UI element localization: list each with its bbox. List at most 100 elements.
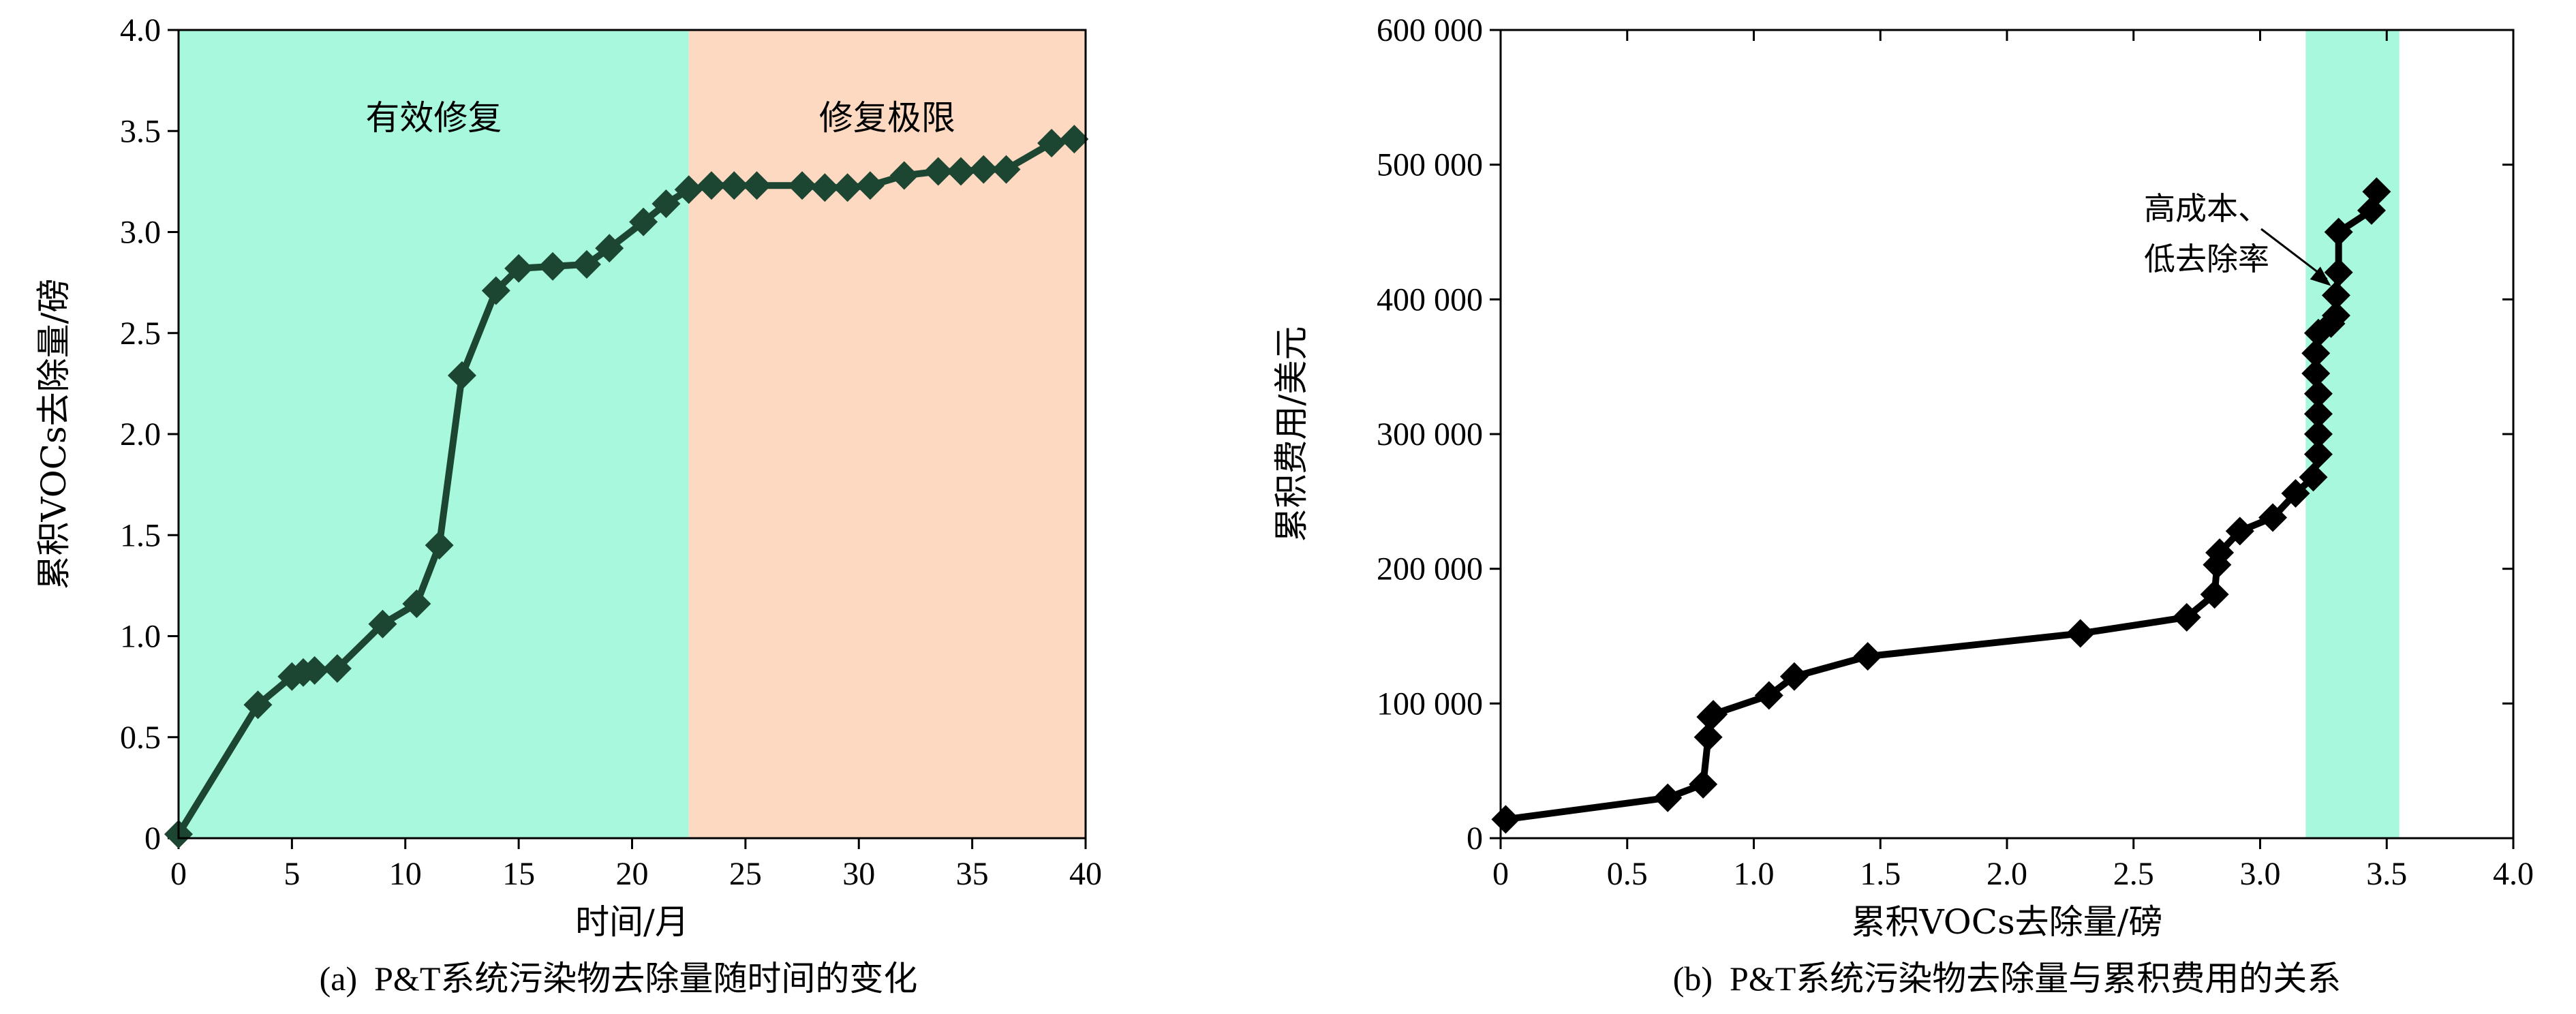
y-tick-label: 300 000	[1377, 416, 1483, 452]
data-point-marker	[1491, 805, 1520, 834]
data-point-marker	[2303, 440, 2333, 469]
chart-b-plot-frame	[1499, 29, 2515, 840]
data-point-marker	[402, 589, 431, 619]
region-label-effective: 有效修复	[365, 98, 502, 138]
data-point-marker	[2303, 420, 2333, 448]
data-point-marker	[651, 189, 681, 218]
data-point-marker	[2200, 580, 2229, 609]
y-tick-label: 0.5	[120, 720, 161, 756]
data-point-marker	[425, 531, 454, 560]
data-point-marker	[2362, 177, 2391, 206]
data-point-marker	[1779, 662, 1809, 691]
x-tick-label: 2.5	[2113, 856, 2154, 892]
data-point-marker	[2324, 258, 2353, 287]
chart-b-points	[1491, 177, 2391, 834]
data-point-marker	[1693, 722, 1723, 752]
chart-a-y-tick-labels: 0 0.5 1.0 1.5 2.0 2.5 3.0 3.5 4.0	[120, 12, 161, 857]
data-point-marker	[1699, 700, 1728, 729]
y-tick-label: 4.0	[120, 12, 161, 48]
x-tick-label: 10	[389, 856, 422, 892]
x-tick-label: 25	[729, 856, 762, 892]
data-point-marker	[595, 234, 624, 263]
data-point-marker	[481, 276, 510, 305]
data-point-marker	[833, 173, 862, 202]
x-tick-label: 35	[956, 856, 989, 892]
data-point-marker	[855, 171, 885, 200]
chart-a-ticks	[168, 29, 1087, 849]
chart-b-y-axis-label: 累积费用/美元	[1272, 326, 1311, 542]
data-point-marker	[1037, 129, 1067, 158]
data-point-marker	[2281, 478, 2310, 508]
y-tick-label: 600 000	[1377, 12, 1483, 48]
data-point-marker	[243, 690, 273, 720]
x-tick-label: 1.0	[1734, 856, 1775, 892]
data-point-marker	[629, 207, 658, 236]
data-point-marker	[2301, 339, 2331, 368]
data-point-marker	[2321, 281, 2350, 310]
chart-a-y-axis-label: 累积VOCs去除量/磅	[34, 279, 74, 590]
x-tick-label: 15	[502, 856, 535, 892]
data-point-marker	[2172, 602, 2201, 632]
data-point-marker	[2324, 217, 2353, 247]
chart-b: 0 0.5 1.0 1.5 2.0 2.5 3.0 3.5 4.0 0 100 000 200 00…	[1272, 12, 2534, 998]
chart-b-y-tick-labels: 0 100 000 200 000 300 000 400 000 500 000 600 …	[1377, 12, 1483, 857]
data-point-marker	[1853, 642, 1882, 671]
y-tick-label: 2.5	[120, 316, 161, 352]
data-point-marker	[1060, 125, 1089, 154]
annotation-line-2: 低去除率	[2144, 241, 2269, 277]
data-point-marker	[992, 155, 1021, 184]
data-point-marker	[572, 249, 601, 279]
chart-b-series-line	[1505, 190, 2380, 823]
data-point-marker	[2301, 359, 2331, 388]
y-tick-label: 0	[144, 820, 161, 857]
chart-a-caption: (a) P&T系统污染物去除量随时间的变化	[320, 959, 918, 998]
x-tick-label: 3.5	[2366, 856, 2407, 892]
data-point-marker	[810, 173, 840, 202]
data-point-marker	[742, 171, 771, 200]
x-tick-label: 40	[1069, 856, 1102, 892]
y-tick-label: 3.0	[120, 215, 161, 251]
chart-a-x-axis-label: 时间/月	[575, 902, 689, 942]
chart-a-plot-frame	[177, 29, 1087, 840]
data-point-marker	[2321, 301, 2350, 331]
data-point-marker	[720, 171, 749, 200]
x-tick-label: 4.0	[2493, 856, 2534, 892]
data-point-marker	[368, 609, 397, 639]
y-tick-label: 500 000	[1377, 147, 1483, 183]
x-tick-label: 20	[616, 856, 649, 892]
chart-a: 0 5 10 15 20 25 30 35 40 0 0.5 1.0 1.5 2.0 2.5 3.0 3.5 4…	[34, 12, 1102, 998]
data-point-marker	[300, 656, 329, 685]
annotation-line-1: 高成本、	[2144, 190, 2269, 227]
data-point-marker	[538, 251, 568, 281]
y-tick-label: 2.0	[120, 416, 161, 452]
data-point-marker	[674, 175, 703, 204]
remediation-limit-region	[688, 30, 1086, 838]
data-point-marker	[923, 157, 953, 186]
data-point-marker	[2303, 379, 2333, 408]
x-tick-label: 0	[170, 856, 187, 892]
data-point-marker	[788, 171, 817, 200]
x-tick-label: 2.0	[1987, 856, 2027, 892]
x-tick-label: 30	[842, 856, 875, 892]
data-point-marker	[1653, 783, 1683, 812]
data-point-marker	[2303, 399, 2333, 429]
x-tick-label: 3.0	[2240, 856, 2281, 892]
effective-remediation-region	[179, 30, 689, 838]
data-point-marker	[889, 161, 919, 190]
data-point-marker	[2066, 619, 2095, 648]
x-tick-label: 0.5	[1607, 856, 1648, 892]
data-point-marker	[2299, 463, 2328, 492]
data-point-marker	[946, 157, 975, 186]
data-point-marker	[322, 654, 352, 683]
data-point-marker	[1689, 769, 1718, 799]
data-point-marker	[2258, 503, 2288, 532]
data-point-marker	[2225, 517, 2254, 546]
region-label-limit: 修复极限	[819, 98, 955, 138]
chart-a-x-tick-labels: 0 5 10 15 20 25 30 35 40	[170, 856, 1102, 892]
chart-b-caption: (b) P&T系统污染物去除量与累积费用的关系	[1673, 959, 2342, 998]
data-point-marker	[696, 171, 726, 200]
y-tick-label: 100 000	[1377, 686, 1483, 722]
x-tick-label: 1.5	[1860, 856, 1901, 892]
annotation-arrow	[2260, 228, 2328, 280]
